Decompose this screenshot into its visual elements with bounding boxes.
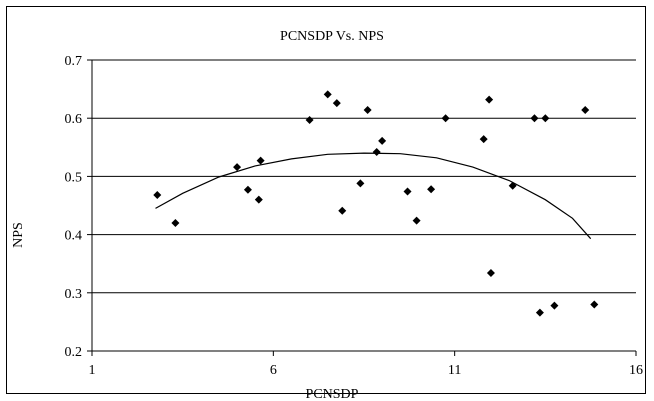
data-point: [356, 179, 365, 188]
x-tick-label: 1: [89, 363, 96, 378]
data-point: [541, 114, 550, 123]
data-point: [412, 216, 421, 225]
data-point: [378, 136, 387, 145]
x-tick-label: 6: [270, 363, 277, 378]
y-tick-label: 0.7: [65, 54, 83, 69]
data-point: [171, 218, 180, 227]
data-point: [479, 135, 488, 144]
trendline-layer: [155, 152, 592, 240]
data-point: [508, 181, 517, 190]
data-point: [338, 206, 347, 215]
data-point: [535, 308, 544, 317]
data-point: [441, 114, 450, 123]
data-point: [403, 187, 412, 196]
data-point: [590, 300, 599, 309]
data-point: [485, 95, 494, 104]
axis-layer: [87, 59, 637, 356]
data-point: [550, 301, 559, 310]
data-point: [305, 115, 314, 124]
x-tick-label: 11: [448, 363, 461, 378]
data-point: [363, 106, 372, 115]
y-axis-label: NPS: [11, 222, 26, 248]
data-point: [233, 163, 242, 172]
trendline: [155, 152, 592, 240]
data-point: [486, 269, 495, 278]
y-tick-label: 0.5: [65, 170, 83, 185]
y-tick-label: 0.3: [65, 287, 83, 302]
data-point: [427, 185, 436, 194]
data-point: [256, 156, 265, 165]
y-tick-label: 0.2: [65, 345, 83, 360]
chart-frame: [6, 6, 646, 394]
data-point: [254, 195, 263, 204]
tick-label-layer: 0.20.30.40.50.60.71 6 11 16: [65, 54, 644, 378]
y-tick-label: 0.6: [65, 112, 83, 127]
chart-title: PCNSDP Vs. NPS: [280, 29, 384, 44]
data-point: [530, 114, 539, 123]
data-point: [323, 90, 332, 99]
data-point: [581, 106, 590, 115]
data-point: [243, 185, 252, 194]
y-tick-label: 0.4: [65, 229, 83, 244]
point-layer: [153, 90, 599, 317]
data-point: [153, 191, 162, 200]
x-axis-label: PCNSDP: [306, 387, 359, 401]
x-tick-label: 16: [629, 363, 643, 378]
grid-layer: [92, 59, 636, 294]
data-point: [372, 147, 381, 156]
data-point: [332, 99, 341, 108]
